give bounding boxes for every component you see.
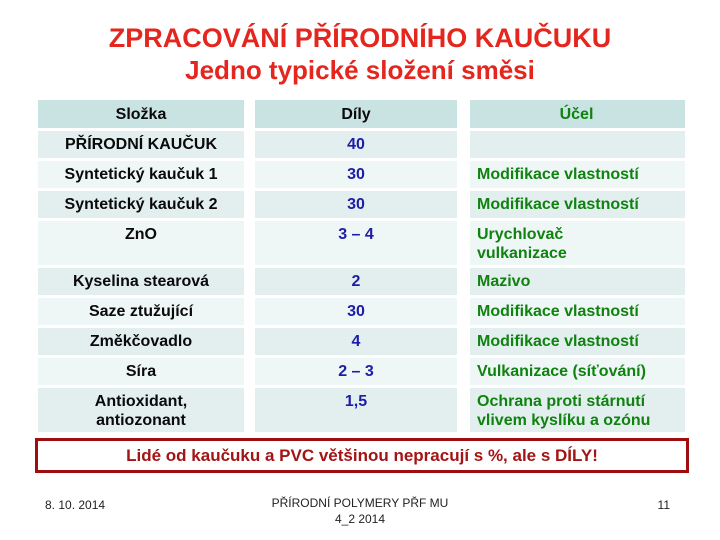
table-row: Syntetický kaučuk 2 30 Modifikace vlastn… <box>38 191 685 218</box>
table-row: Syntetický kaučuk 1 30 Modifikace vlastn… <box>38 161 685 188</box>
table-row: Saze ztužující 30 Modifikace vlastností <box>38 298 685 325</box>
cell-component: Změkčovadlo <box>38 328 244 355</box>
table-row: Změkčovadlo 4 Modifikace vlastností <box>38 328 685 355</box>
table-row: Síra 2 – 3 Vulkanizace (síťování) <box>38 358 685 385</box>
table-row: Antioxidant, antiozonant 1,5 Ochrana pro… <box>38 388 685 432</box>
cell-purpose <box>470 131 685 158</box>
cell-parts: 2 <box>255 268 457 295</box>
cell-purpose: Mazivo <box>470 268 685 295</box>
cell-component: Saze ztužující <box>38 298 244 325</box>
slide-title: ZPRACOVÁNÍ PŘÍRODNÍHO KAUČUKU Jedno typi… <box>0 22 720 85</box>
column-header-slozka: Složka <box>38 100 244 128</box>
callout-text: Lidé od kaučuku a PVC většinou nepracují… <box>126 445 598 465</box>
cell-parts: 30 <box>255 298 457 325</box>
cell-purpose: Urychlovač vulkanizace <box>470 221 685 265</box>
mixture-table-body: PŘÍRODNÍ KAUČUK 40 Syntetický kaučuk 1 3… <box>38 131 685 432</box>
footer-center-line1: PŘÍRODNÍ POLYMERY PŘF MU <box>271 496 449 510</box>
slide-title-line2: Jedno typické složení směsi <box>185 55 535 85</box>
mixture-table: Složka Díly Účel PŘÍRODNÍ KAUČUK 40 Synt… <box>38 100 685 435</box>
slide-title-line1: ZPRACOVÁNÍ PŘÍRODNÍHO KAUČUKU <box>108 23 612 53</box>
cell-purpose: Modifikace vlastností <box>470 161 685 188</box>
cell-component: Kyselina stearová <box>38 268 244 295</box>
cell-parts: 4 <box>255 328 457 355</box>
cell-purpose: Ochrana proti stárnutí vlivem kyslíku a … <box>470 388 685 432</box>
footer-center: PŘÍRODNÍ POLYMERY PŘF MU 4_2 2014 <box>0 495 720 527</box>
cell-parts: 30 <box>255 161 457 188</box>
cell-purpose: Modifikace vlastností <box>470 328 685 355</box>
cell-component: ZnO <box>38 221 244 265</box>
table-header-row: Složka Díly Účel <box>38 100 685 128</box>
cell-component: PŘÍRODNÍ KAUČUK <box>38 131 244 158</box>
column-header-ucel: Účel <box>470 100 685 128</box>
footer-center-line2: 4_2 2014 <box>334 512 386 526</box>
slide-footer: 8. 10. 2014 PŘÍRODNÍ POLYMERY PŘF MU 4_2… <box>0 495 720 527</box>
cell-parts: 2 – 3 <box>255 358 457 385</box>
footer-date: 8. 10. 2014 <box>45 498 106 512</box>
footer-page-number: 11 <box>657 498 670 512</box>
cell-parts: 1,5 <box>255 388 457 432</box>
cell-component: Antioxidant, antiozonant <box>38 388 244 432</box>
cell-parts: 30 <box>255 191 457 218</box>
cell-purpose: Modifikace vlastností <box>470 191 685 218</box>
cell-component: Syntetický kaučuk 2 <box>38 191 244 218</box>
column-header-dily: Díly <box>255 100 457 128</box>
table-row: ZnO 3 – 4 Urychlovač vulkanizace <box>38 221 685 265</box>
cell-parts: 40 <box>255 131 457 158</box>
cell-parts: 3 – 4 <box>255 221 457 265</box>
table-row: Kyselina stearová 2 Mazivo <box>38 268 685 295</box>
cell-purpose: Vulkanizace (síťování) <box>470 358 685 385</box>
cell-component: Syntetický kaučuk 1 <box>38 161 244 188</box>
table-row: PŘÍRODNÍ KAUČUK 40 <box>38 131 685 158</box>
cell-purpose: Modifikace vlastností <box>470 298 685 325</box>
callout-box: Lidé od kaučuku a PVC většinou nepracují… <box>35 438 689 473</box>
cell-component: Síra <box>38 358 244 385</box>
